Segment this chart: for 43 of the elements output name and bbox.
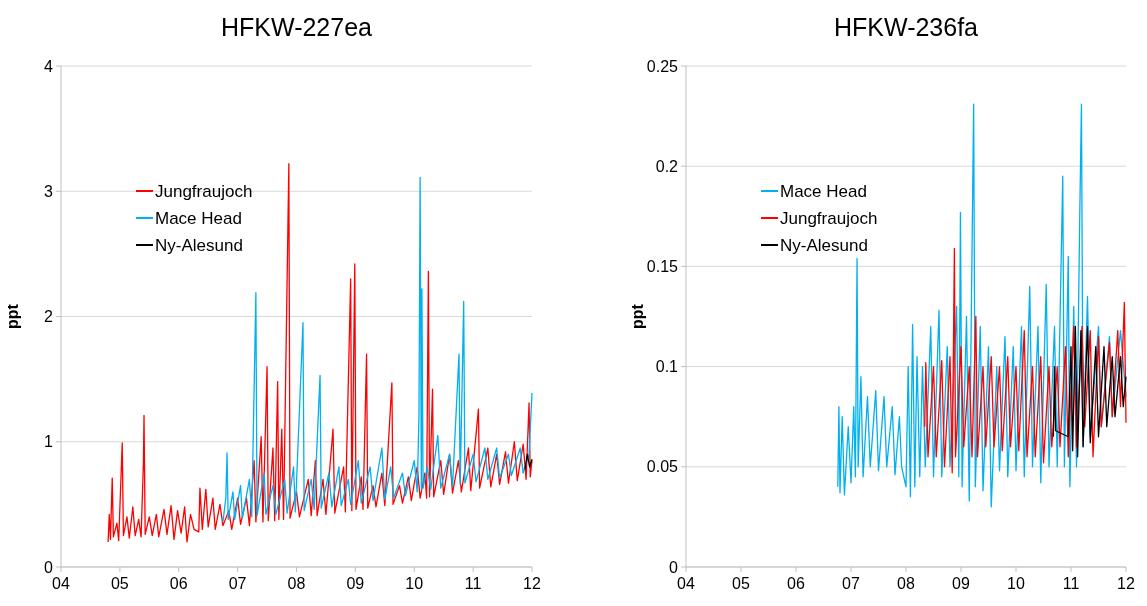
y-tick-label: 0.15 (646, 258, 679, 275)
y-tick-label: 0.25 (646, 57, 679, 75)
legend-label: Mace Head (780, 181, 867, 201)
x-tick-label: 07 (228, 575, 247, 592)
y-axis-title: ppt (629, 303, 646, 329)
line-series (1052, 325, 1127, 458)
legend-label: Mace Head (155, 208, 242, 228)
x-tick-label: 04 (52, 575, 70, 592)
chart-title: HFKW-236fa (833, 13, 979, 41)
y-tick-label: 0.2 (655, 157, 679, 175)
x-tick-label: 05 (110, 575, 129, 592)
x-tick-label: 08 (287, 575, 306, 592)
y-tick-label: 4 (44, 57, 54, 75)
x-tick-label: 10 (405, 575, 424, 592)
x-tick-label: 04 (677, 575, 695, 592)
x-tick-label: 11 (464, 575, 482, 592)
legend-label: Jungfraujoch (155, 181, 253, 201)
x-tick-label: 12 (1117, 575, 1135, 592)
y-axis-title: ppt (4, 303, 21, 329)
x-tick-label: 09 (952, 575, 970, 592)
y-tick-label: 0.1 (655, 358, 679, 376)
y-tick-label: 3 (44, 182, 54, 200)
y-tick-label: 0.05 (646, 458, 679, 476)
legend-label: Jungfraujoch (780, 208, 878, 228)
line-series (524, 453, 533, 470)
x-tick-label: 06 (169, 575, 188, 592)
legend-label: Ny-Alesund (155, 235, 243, 255)
line-series (107, 163, 533, 543)
y-tick-label: 0 (44, 558, 54, 576)
legend-label: Ny-Alesund (780, 235, 868, 255)
y-tick-label: 1 (44, 433, 54, 451)
x-tick-label: 06 (787, 575, 805, 592)
y-tick-label: 2 (44, 308, 54, 326)
x-tick-label: 08 (897, 575, 915, 592)
chart-title: HFKW-227ea (221, 13, 373, 41)
x-tick-label: 09 (346, 575, 365, 592)
line-series (924, 247, 1127, 474)
x-tick-label: 11 (1062, 575, 1080, 592)
x-tick-label: 12 (523, 575, 541, 592)
y-tick-label: 0 (669, 558, 679, 576)
x-tick-label: 05 (732, 575, 750, 592)
x-tick-label: 07 (842, 575, 860, 592)
x-tick-label: 10 (1007, 575, 1025, 592)
